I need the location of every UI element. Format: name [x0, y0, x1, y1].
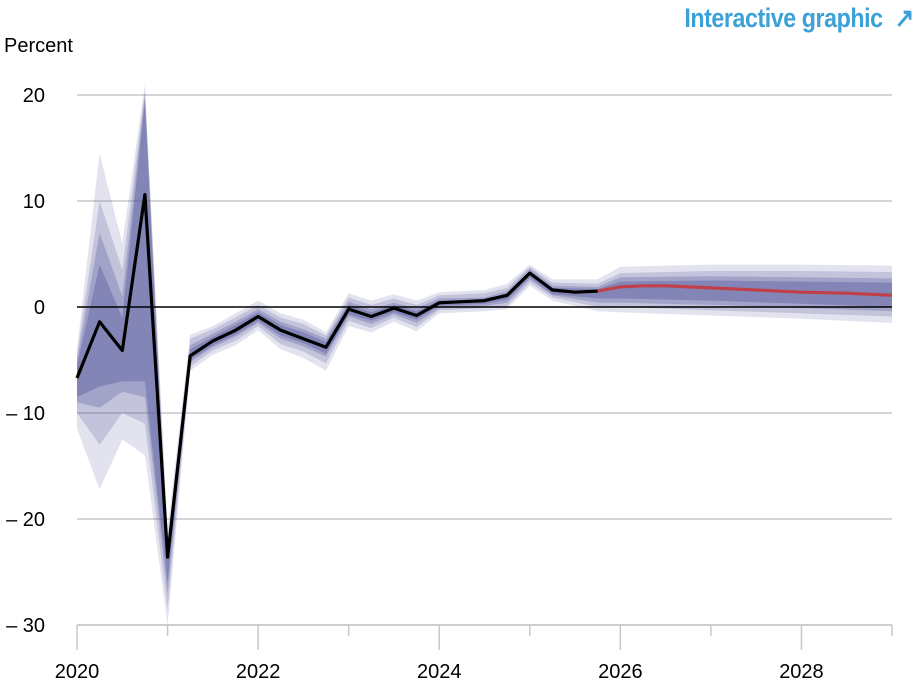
y-tick-label: – 20 — [6, 509, 45, 531]
y-tick-label: 10 — [23, 191, 45, 213]
y-tick-label: – 30 — [6, 615, 45, 637]
x-tick-label: 2024 — [417, 661, 462, 683]
x-tick-label: 2022 — [236, 661, 281, 683]
x-tick-label: 2026 — [598, 661, 643, 683]
y-axis-label: Percent — [4, 35, 73, 57]
y-tick-label: 0 — [34, 297, 45, 319]
forecast-line — [597, 284, 893, 297]
x-tick-label: 2028 — [779, 661, 824, 683]
arrow-up-right-icon: ↗ — [894, 3, 914, 33]
interactive-graphic-label: Interactive graphic — [684, 3, 884, 33]
x-tick-label: 2020 — [55, 661, 100, 683]
y-tick-label: – 10 — [6, 403, 45, 425]
interactive-graphic-link[interactable]: Interactive graphic ↗ — [684, 3, 915, 34]
history-line — [75, 193, 598, 559]
y-tick-label: 20 — [23, 85, 45, 107]
